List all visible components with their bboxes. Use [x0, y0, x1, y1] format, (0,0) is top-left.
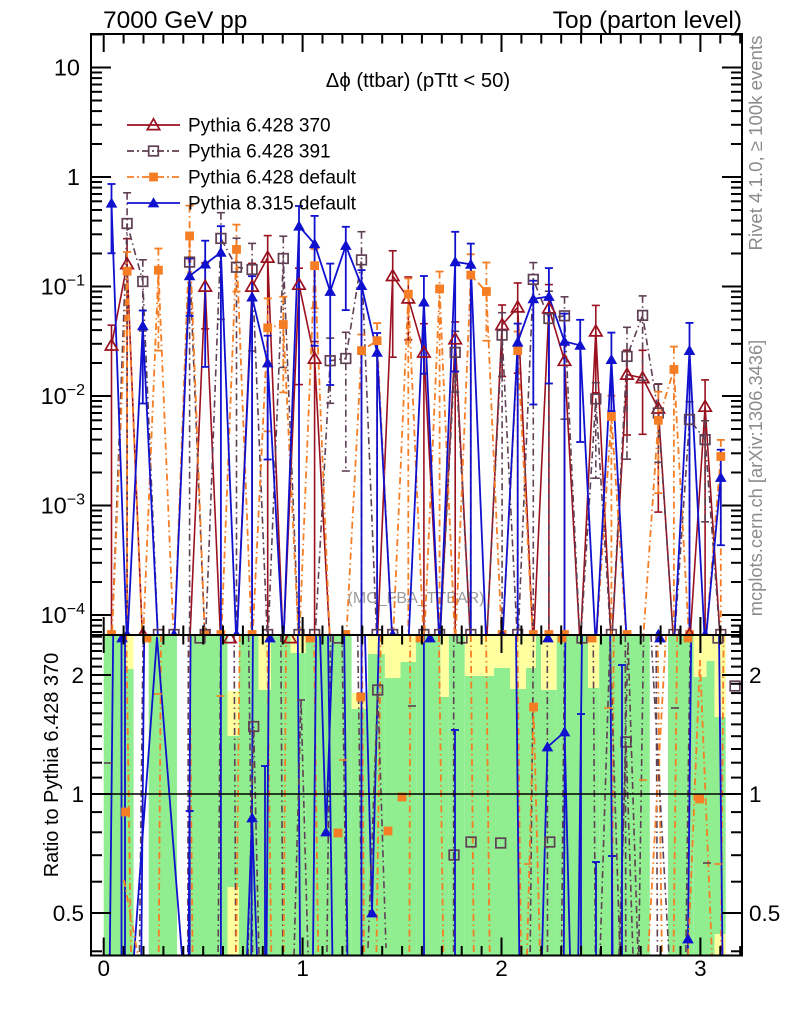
svg-text:mcplots.cern.ch [arXiv:1306.34: mcplots.cern.ch [arXiv:1306.3436] [745, 340, 766, 616]
svg-text:(MC_FBA_TTBAR): (MC_FBA_TTBAR) [348, 590, 485, 607]
svg-text:0: 0 [97, 956, 110, 981]
svg-text:Pythia 6.428 370: Pythia 6.428 370 [188, 116, 331, 137]
svg-text:1: 1 [67, 164, 80, 190]
svg-text:Ratio to Pythia 6.428 370: Ratio to Pythia 6.428 370 [41, 653, 63, 878]
svg-text:1: 1 [296, 956, 309, 981]
svg-text:Top (parton level): Top (parton level) [553, 7, 742, 34]
svg-text:3: 3 [694, 956, 707, 981]
svg-text:2: 2 [749, 663, 762, 688]
svg-text:2: 2 [495, 956, 508, 981]
svg-text:1: 1 [71, 782, 84, 807]
svg-text:Pythia 6.428 391: Pythia 6.428 391 [188, 142, 331, 163]
svg-text:10: 10 [54, 55, 80, 81]
svg-text:Pythia 8.315 default: Pythia 8.315 default [188, 194, 357, 215]
svg-text:0.5: 0.5 [749, 901, 780, 926]
svg-text:2: 2 [71, 663, 84, 688]
svg-text:Rivet 4.1.0, ≥ 100k events: Rivet 4.1.0, ≥ 100k events [745, 36, 766, 251]
svg-text:0.5: 0.5 [53, 901, 84, 926]
svg-text:Δϕ (ttbar) (pTtt < 50): Δϕ (ttbar) (pTtt < 50) [326, 70, 510, 92]
svg-text:7000 GeV pp: 7000 GeV pp [103, 7, 247, 34]
svg-text:1: 1 [749, 782, 762, 807]
svg-text:Pythia 6.428 default: Pythia 6.428 default [188, 168, 357, 189]
